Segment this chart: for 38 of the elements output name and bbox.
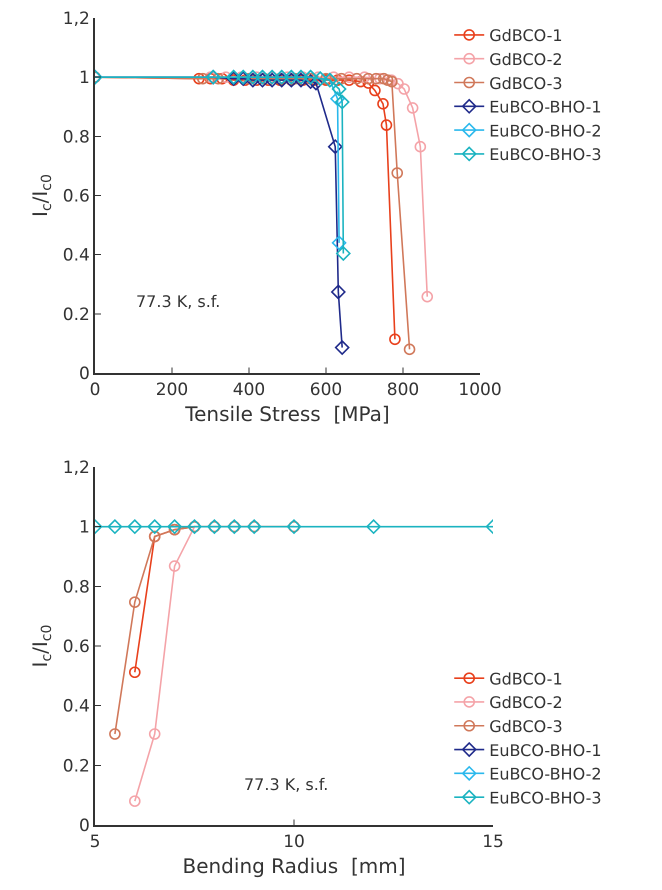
y-tick-label: 0.2 — [62, 304, 90, 325]
x-tick-label: 10 — [283, 832, 305, 852]
y-tick-label: 0 — [79, 364, 90, 384]
x-tick-label: 800 — [386, 380, 420, 400]
annotation: 77.3 K, s.f. — [136, 292, 220, 311]
y-tick-label: 0.6 — [62, 186, 90, 206]
y-tick-label: 1,2 — [62, 458, 90, 478]
x-tick-label: 400 — [232, 380, 266, 400]
legend-label: EuBCO-BHO-3 — [489, 788, 602, 808]
y-tick-label: 0.8 — [62, 127, 90, 148]
legend-label: EuBCO-BHO-2 — [489, 764, 602, 784]
legend-label: EuBCO-BHO-3 — [489, 145, 602, 164]
y-tick-label: 1,2 — [62, 8, 90, 29]
y-tick-label: 1 — [79, 68, 90, 88]
x-tick-label: 200 — [156, 380, 188, 400]
legend-label: GdBCO-1 — [489, 669, 563, 688]
legend-label: EuBCO-BHO-1 — [489, 740, 602, 760]
y-tick-label: 0.2 — [62, 756, 90, 776]
y-tick-label: 0.6 — [62, 636, 90, 657]
legend-label: GdBCO-2 — [489, 50, 563, 69]
x-tick-label: 600 — [310, 380, 342, 400]
y-tick-label: 0.8 — [62, 577, 90, 598]
x-axis-title: Bending Radius [mm] — [182, 854, 406, 878]
x-tick-label: 5 — [90, 832, 100, 852]
y-tick-label: 0.4 — [62, 246, 90, 266]
y-tick-label: 0 — [79, 816, 90, 836]
x-tick-label: 15 — [482, 832, 504, 852]
legend-label: GdBCO-3 — [489, 74, 563, 93]
y-tick-label: 1 — [79, 518, 90, 538]
y-tick-label: 0.4 — [62, 696, 90, 717]
annotation: 77.3 K, s.f. — [244, 775, 328, 794]
x-tick-label: 1000 — [458, 380, 502, 400]
legend-label: EuBCO-BHO-2 — [489, 121, 602, 140]
legend-label: GdBCO-3 — [489, 717, 563, 736]
legend-label: GdBCO-2 — [489, 693, 563, 712]
legend-label: GdBCO-1 — [489, 26, 563, 46]
x-axis-title: Tensile Stress [MPa] — [184, 402, 390, 426]
legend-label: EuBCO-BHO-1 — [489, 98, 602, 117]
